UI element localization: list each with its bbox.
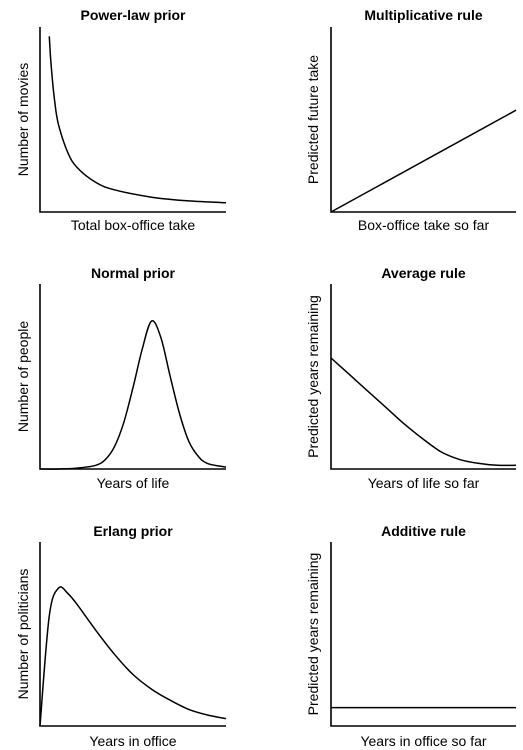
y-axis-label: Predicted years remaining — [305, 295, 321, 458]
x-axis-label: Years in office — [89, 733, 176, 749]
axis-lines — [39, 284, 226, 470]
y-axis-label: Predicted future take — [305, 55, 321, 184]
axis-lines — [39, 27, 226, 213]
chart-panel-1: Power-law prior Total box-office take Numb… — [15, 7, 227, 233]
chart-title: Erlang prior — [93, 523, 173, 539]
chart-title: Power-law prior — [80, 7, 186, 23]
chart-panel-2: Multiplicative rule Box-office take so fa… — [305, 7, 517, 233]
chart-panel-4: Average rule Years of life so far Predicte… — [305, 265, 517, 491]
series-line — [39, 586, 227, 727]
axis-lines — [330, 27, 516, 213]
chart-title: Additive rule — [381, 523, 466, 539]
y-axis-label: Number of politicians — [15, 569, 31, 700]
y-axis-label: Number of people — [15, 321, 31, 433]
axis-lines — [330, 542, 516, 727]
chart-panel-3: Normal prior Years of life Number of peopl… — [15, 265, 227, 491]
y-axis-label: Predicted years remaining — [305, 553, 321, 716]
axis-lines — [330, 284, 516, 470]
series-line — [48, 36, 227, 204]
y-axis-label: Number of movies — [15, 63, 31, 177]
chart-title: Multiplicative rule — [364, 7, 482, 23]
series-line — [39, 320, 227, 470]
chart-panel-6: Additive rule Years in office so far Predi… — [305, 523, 516, 749]
chart-panel-5: Erlang prior Years in office Number of pol… — [15, 523, 227, 749]
axis-lines — [39, 542, 226, 727]
series-line — [330, 109, 517, 213]
chart-title: Average rule — [381, 265, 466, 281]
x-axis-label: Total box-office take — [71, 217, 195, 233]
x-axis-label: Box-office take so far — [358, 217, 490, 233]
chart-title: Normal prior — [91, 265, 176, 281]
series-line — [330, 357, 517, 467]
x-axis-label: Years of life so far — [368, 475, 480, 491]
x-axis-label: Years of life — [97, 475, 170, 491]
x-axis-label: Years in office so far — [360, 733, 486, 749]
